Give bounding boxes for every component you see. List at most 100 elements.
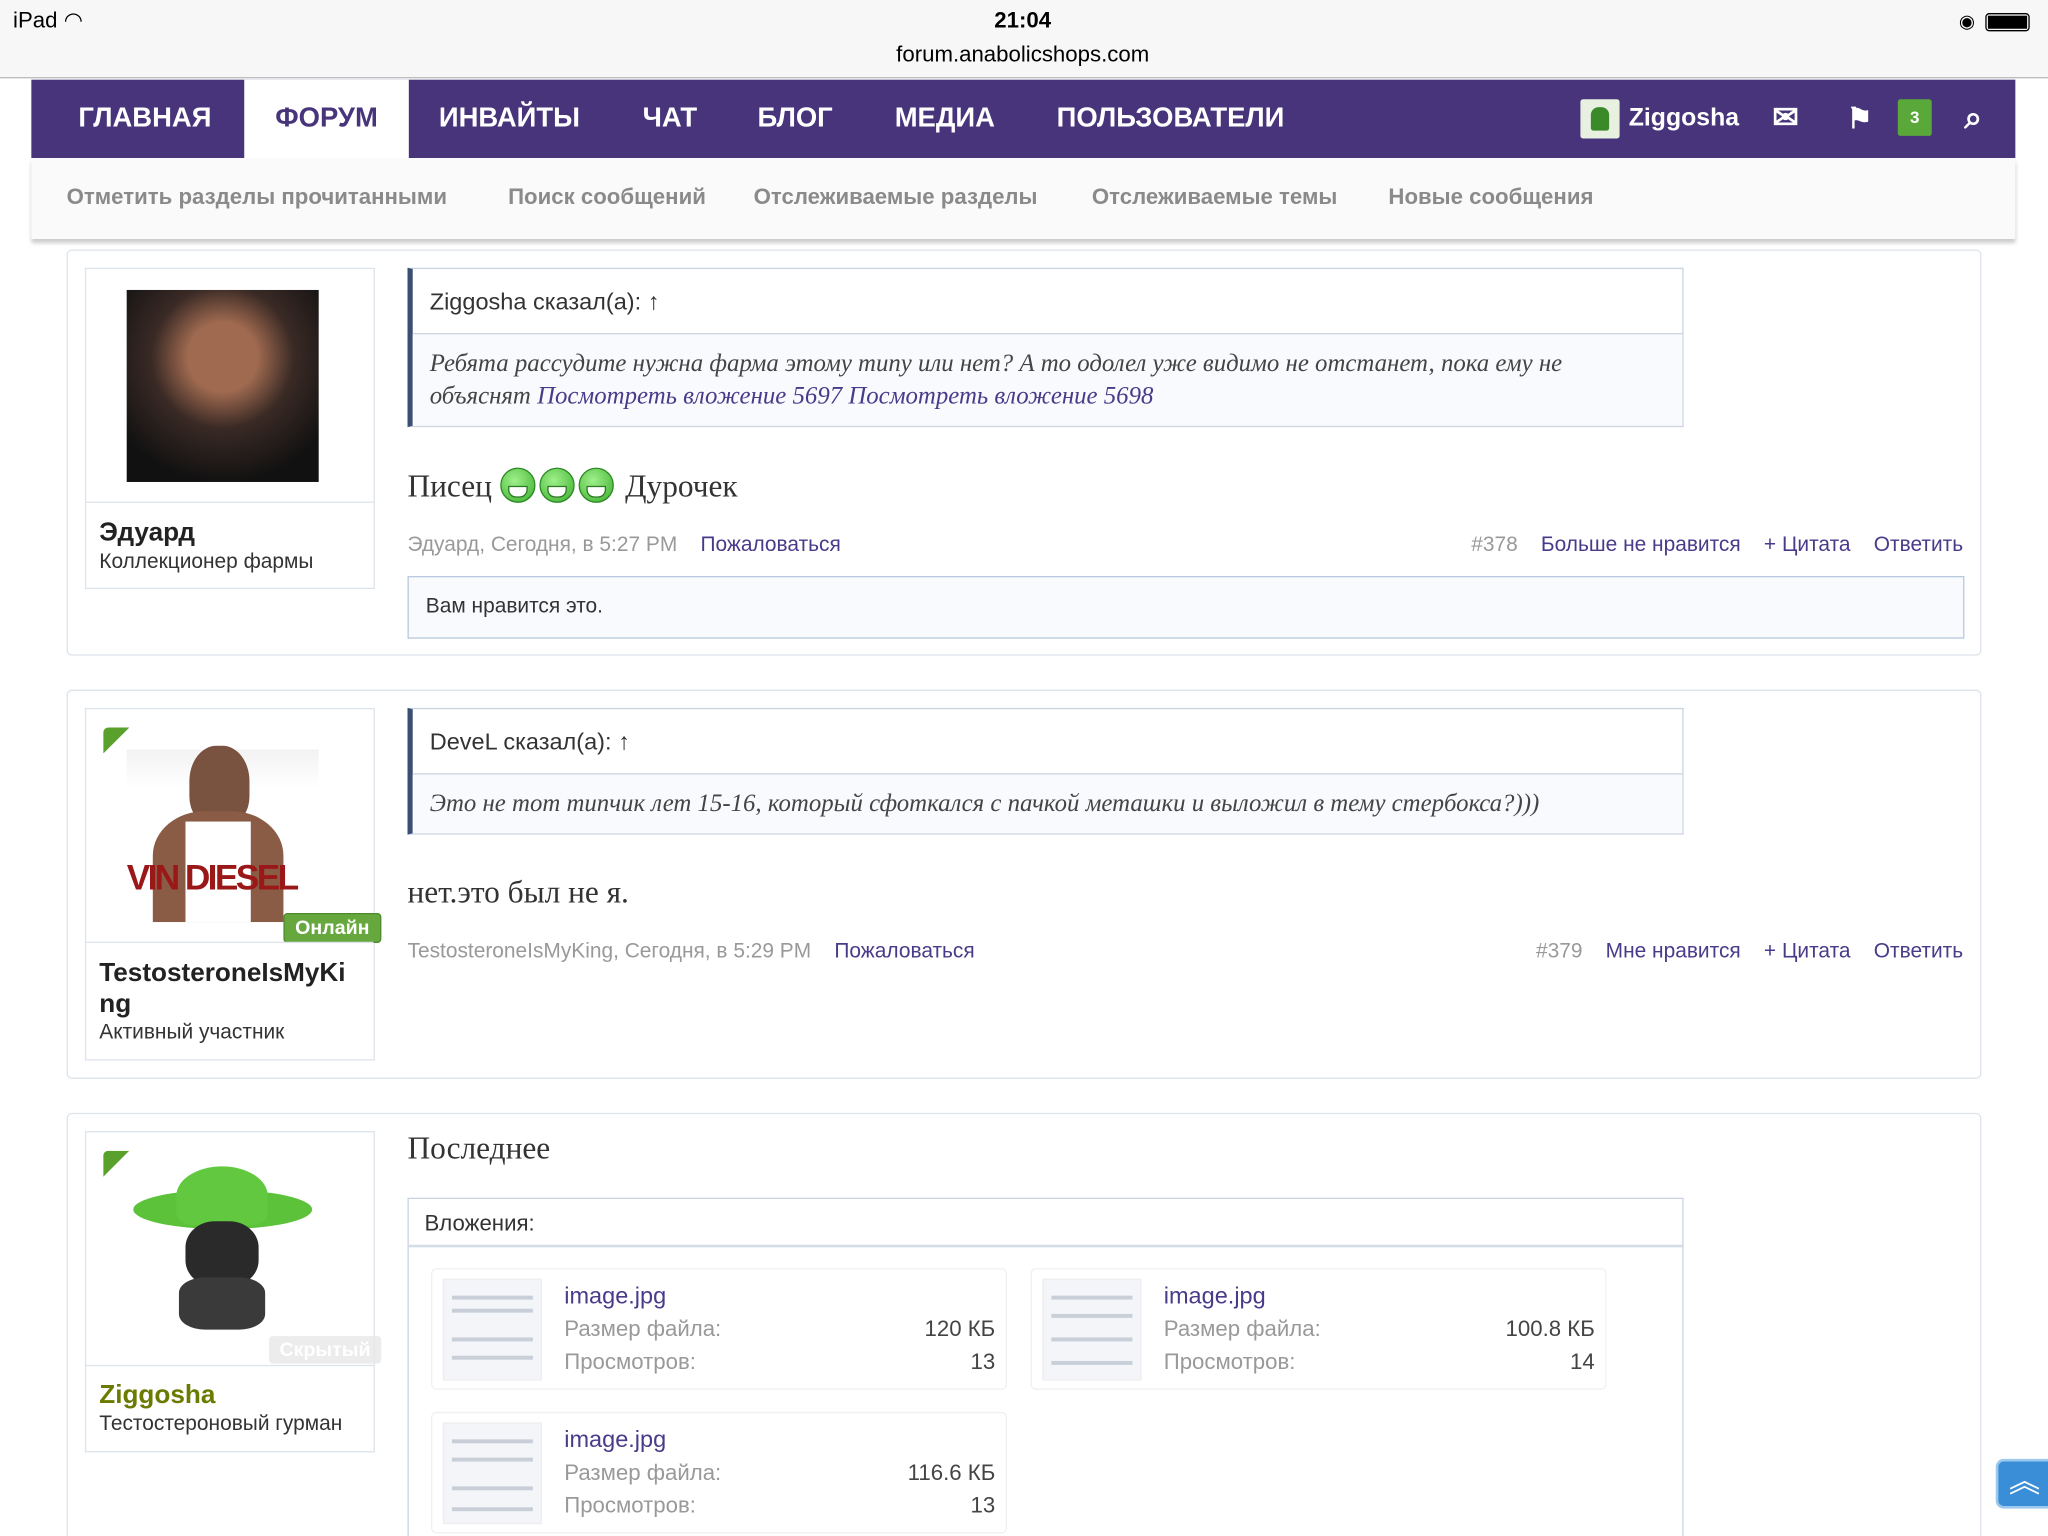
username[interactable]: Эдуард bbox=[99, 518, 196, 548]
post-380: Скрытый Ziggosha Тестостероновый гурман … bbox=[66, 1112, 1982, 1536]
file-size: 100.8 КБ bbox=[1505, 1316, 1595, 1342]
quote-block: Ziggosha сказал(а): ↑ Ребята рассудите н… bbox=[407, 267, 1684, 428]
views-label: Просмотров: bbox=[564, 1492, 696, 1518]
nav-invites[interactable]: ИНВАЙТЫ bbox=[438, 103, 580, 134]
quote-link[interactable]: + Цитата bbox=[1763, 940, 1851, 963]
post-message: Писец Дурочек bbox=[408, 467, 738, 506]
post-message: Последнее bbox=[407, 1132, 551, 1167]
attachment-name[interactable]: image.jpg bbox=[564, 1426, 667, 1453]
nav-media[interactable]: МЕДИА bbox=[894, 103, 995, 134]
attachment-item[interactable]: image.jpg Размер файла: 120 КБ Просмотро… bbox=[431, 1268, 1008, 1390]
post-number[interactable]: #378 bbox=[1471, 534, 1518, 557]
wifi-icon: ◠ bbox=[63, 7, 84, 33]
status-bar: iPad ◠ 21:04 forum.anabolicshops.com ◉ bbox=[0, 0, 2048, 79]
attachment-thumbnail[interactable] bbox=[442, 1422, 543, 1525]
file-size: 120 КБ bbox=[924, 1316, 996, 1342]
attachment-thumbnail[interactable] bbox=[442, 1278, 543, 1381]
alerts-badge[interactable]: 3 bbox=[1897, 99, 1932, 136]
attachment-thumbnail[interactable] bbox=[1042, 1278, 1142, 1381]
reply-link[interactable]: Ответить bbox=[1873, 534, 1964, 557]
quote-text: Ребята рассудите нужна фарма этому типу … bbox=[412, 334, 1683, 426]
post-number[interactable]: #379 bbox=[1535, 940, 1583, 963]
user-title: Тестостероновый гурман bbox=[99, 1413, 343, 1436]
clock: 21:04 bbox=[994, 7, 1052, 33]
flag-icon[interactable]: ⚑ bbox=[1846, 101, 1873, 135]
attachment-item[interactable]: image.jpg Размер файла: 116.6 КБ Просмот… bbox=[431, 1411, 1008, 1534]
online-corner-icon bbox=[103, 1150, 130, 1177]
view-count: 13 bbox=[970, 1349, 996, 1375]
nav-users[interactable]: ПОЛЬЗОВАТЕЛИ bbox=[1056, 103, 1285, 134]
avatar-text: VIN DIESEL bbox=[126, 858, 299, 898]
report-link[interactable]: Пожаловаться bbox=[700, 534, 841, 557]
post-meta: TestosteroneIsMyKing, Сегодня, в 5:29 PM… bbox=[408, 940, 1964, 964]
view-count: 14 bbox=[1570, 1349, 1595, 1375]
attachment-link[interactable]: Посмотреть вложение 5698 bbox=[848, 382, 1154, 411]
hidden-badge: Скрытый bbox=[269, 1336, 381, 1364]
user-title: Активный участник bbox=[99, 1021, 285, 1044]
online-badge: Онлайн bbox=[283, 912, 382, 944]
subnav-new-posts[interactable]: Новые сообщения bbox=[1388, 184, 1594, 209]
post-378: Эдуард Коллекционер фармы Ziggosha сказа… bbox=[66, 249, 1982, 656]
post-author-date[interactable]: TestosteroneIsMyKing, Сегодня, в 5:29 PM bbox=[407, 940, 812, 963]
user-info: VIN DIESEL Онлайн TestosteroneIsMyKi ng А… bbox=[84, 707, 382, 1061]
grin-smiley-icon bbox=[538, 467, 575, 503]
quote-header[interactable]: DeveL сказал(а): ↑ bbox=[412, 709, 1683, 775]
main-nav: ГЛАВНАЯ ФОРУМ ИНВАЙТЫ ЧАТ БЛОГ МЕДИА ПОЛ… bbox=[31, 79, 2016, 159]
quote-link[interactable]: + Цитата bbox=[1763, 534, 1851, 557]
online-corner-icon bbox=[103, 727, 130, 754]
like-link[interactable]: Мне нравится bbox=[1605, 940, 1741, 963]
username[interactable]: TestosteroneIsMyKi ng bbox=[99, 958, 346, 1019]
avatar[interactable]: VIN DIESEL bbox=[126, 730, 319, 923]
grin-smiley-icon bbox=[578, 467, 614, 503]
subnav-watched-forums[interactable]: Отслеживаемые разделы bbox=[753, 184, 1038, 209]
reply-link[interactable]: Ответить bbox=[1873, 940, 1964, 963]
attachment-item[interactable]: image.jpg Размер файла: 100.8 КБ Просмот… bbox=[1030, 1268, 1607, 1390]
scroll-to-top-button[interactable]: ︽ bbox=[1995, 1458, 2048, 1509]
nav-forum[interactable]: ФОРУМ bbox=[244, 79, 409, 159]
nav-chat[interactable]: ЧАТ bbox=[642, 103, 698, 134]
nav-blog[interactable]: БЛОГ bbox=[757, 103, 833, 134]
quote-block: DeveL сказал(а): ↑ Это не тот типчик лет… bbox=[407, 707, 1684, 835]
post-message: нет.это был не я. bbox=[407, 876, 629, 911]
search-icon[interactable]: ⌕ bbox=[1964, 100, 1982, 136]
size-label: Размер файла: bbox=[564, 1460, 722, 1486]
size-label: Размер файла: bbox=[564, 1316, 722, 1342]
attachments-block: Вложения: image.jpg Размер файла: 120 КБ… bbox=[407, 1197, 1684, 1536]
user-title: Коллекционер фармы bbox=[99, 551, 314, 574]
attachment-name[interactable]: image.jpg bbox=[564, 1282, 667, 1309]
view-count: 13 bbox=[970, 1492, 996, 1518]
user-info: Скрытый Ziggosha Тестостероновый гурман bbox=[84, 1131, 381, 1453]
file-size: 116.6 КБ bbox=[907, 1460, 996, 1486]
double-chevron-up-icon: ︽ bbox=[2008, 1464, 2041, 1500]
sub-nav: Отметить разделы прочитанными Поиск сооб… bbox=[31, 158, 2016, 240]
mail-icon[interactable]: ✉ bbox=[1772, 100, 1799, 136]
user-info: Эдуард Коллекционер фармы bbox=[84, 267, 375, 590]
user-menu[interactable]: Ziggosha bbox=[1628, 104, 1740, 132]
post-379: VIN DIESEL Онлайн TestosteroneIsMyKi ng А… bbox=[66, 689, 1982, 1079]
avatar[interactable] bbox=[126, 1153, 319, 1346]
avatar[interactable] bbox=[126, 289, 319, 482]
unlike-link[interactable]: Больше не нравится bbox=[1540, 534, 1741, 557]
nav-home[interactable]: ГЛАВНАЯ bbox=[78, 103, 212, 134]
post-author-date[interactable]: Эдуард, Сегодня, в 5:27 PM bbox=[407, 534, 678, 557]
grin-smiley-icon bbox=[499, 467, 536, 503]
views-label: Просмотров: bbox=[1163, 1349, 1296, 1375]
subnav-search[interactable]: Поиск сообщений bbox=[508, 184, 706, 209]
size-label: Размер файла: bbox=[1163, 1316, 1321, 1342]
views-label: Просмотров: bbox=[564, 1349, 696, 1375]
quote-text: Это не тот типчик лет 15-16, который сфо… bbox=[412, 774, 1683, 834]
url-bar[interactable]: forum.anabolicshops.com bbox=[896, 41, 1150, 67]
post-meta: Эдуард, Сегодня, в 5:27 PM Пожаловаться … bbox=[408, 534, 1964, 558]
subnav-watched-threads[interactable]: Отслеживаемые темы bbox=[1091, 184, 1338, 209]
device-label: iPad ◠ bbox=[13, 7, 84, 33]
quote-header[interactable]: Ziggosha сказал(а): ↑ bbox=[412, 269, 1683, 335]
user-avatar[interactable] bbox=[1580, 99, 1620, 139]
username[interactable]: Ziggosha bbox=[99, 1380, 216, 1410]
subnav-mark-read[interactable]: Отметить разделы прочитанными bbox=[66, 184, 447, 209]
battery-icon: ◉ bbox=[1959, 10, 2030, 32]
report-link[interactable]: Пожаловаться bbox=[834, 940, 975, 963]
attachments-label: Вложения: bbox=[408, 1199, 1683, 1248]
attachment-name[interactable]: image.jpg bbox=[1163, 1282, 1266, 1309]
attachment-link[interactable]: Посмотреть вложение 5697 bbox=[537, 382, 843, 411]
likes-summary: Вам нравится это. bbox=[407, 575, 1965, 639]
